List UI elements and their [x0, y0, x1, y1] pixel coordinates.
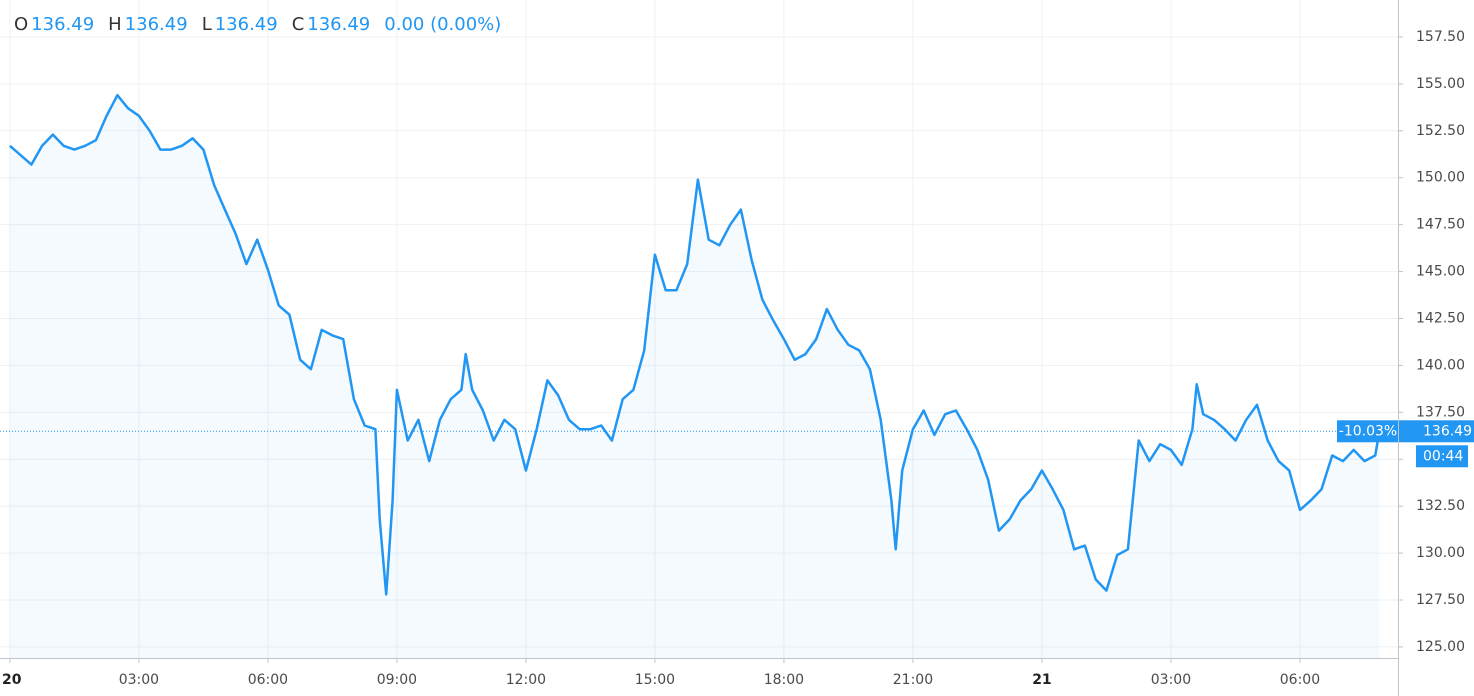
x-tick-label: 15:00	[635, 672, 675, 688]
price-line	[9, 93, 1381, 596]
ohlc-value: 136.49	[307, 14, 371, 35]
last-price-box	[1399, 420, 1474, 443]
y-tick-label: 137.50	[1416, 404, 1465, 420]
y-tick-label: 150.00	[1416, 170, 1465, 186]
y-tick-label: 132.50	[1416, 498, 1465, 514]
y-tick-label: 152.50	[1416, 123, 1465, 139]
y-tick-label: 125.00	[1416, 639, 1465, 655]
x-tick-label: 20	[2, 672, 22, 688]
countdown-box	[1416, 445, 1468, 468]
y-tick-label: 127.50	[1416, 592, 1465, 608]
x-tick-label: 06:00	[248, 672, 288, 688]
y-tick-label: 155.00	[1416, 76, 1465, 92]
last-price-label: 136.49	[1423, 423, 1472, 439]
last-change-label: -10.03%	[1339, 423, 1397, 439]
ohlc-header: O 136.49 H 136.49 L 136.49 C 136.49 0.00 (0.00%)	[14, 14, 515, 35]
ohlc-key: H	[108, 14, 122, 35]
countdown-label: 00:44	[1423, 448, 1463, 464]
y-tick-label: 157.50	[1416, 29, 1465, 45]
last-change-box	[1337, 420, 1398, 443]
x-tick-label: 21:00	[893, 672, 933, 688]
ohlc-value: 136.49	[214, 14, 278, 35]
ohlc-key: L	[201, 14, 212, 35]
ohlc-key: O	[14, 14, 29, 35]
y-tick-label: 145.00	[1416, 264, 1465, 280]
y-tick-label: 130.00	[1416, 545, 1465, 561]
ohlc-key: C	[291, 14, 305, 35]
x-tick-label: 09:00	[377, 672, 417, 688]
x-tick-label: 03:00	[1151, 672, 1191, 688]
y-tick-label: 140.00	[1416, 357, 1465, 373]
x-tick-label: 03:00	[119, 672, 159, 688]
x-tick-label: 06:00	[1280, 672, 1320, 688]
ohlc-change: 0.00 (0.00%)	[384, 14, 502, 35]
x-tick-label: 18:00	[764, 672, 804, 688]
price-area	[9, 95, 1380, 658]
y-tick-label: 142.50	[1416, 310, 1465, 326]
x-tick-label: 21	[1032, 672, 1051, 688]
x-tick-label: 12:00	[506, 672, 546, 688]
ohlc-value: 136.49	[124, 14, 188, 35]
y-tick-label: 147.50	[1416, 217, 1465, 233]
ohlc-value: 136.49	[31, 14, 95, 35]
